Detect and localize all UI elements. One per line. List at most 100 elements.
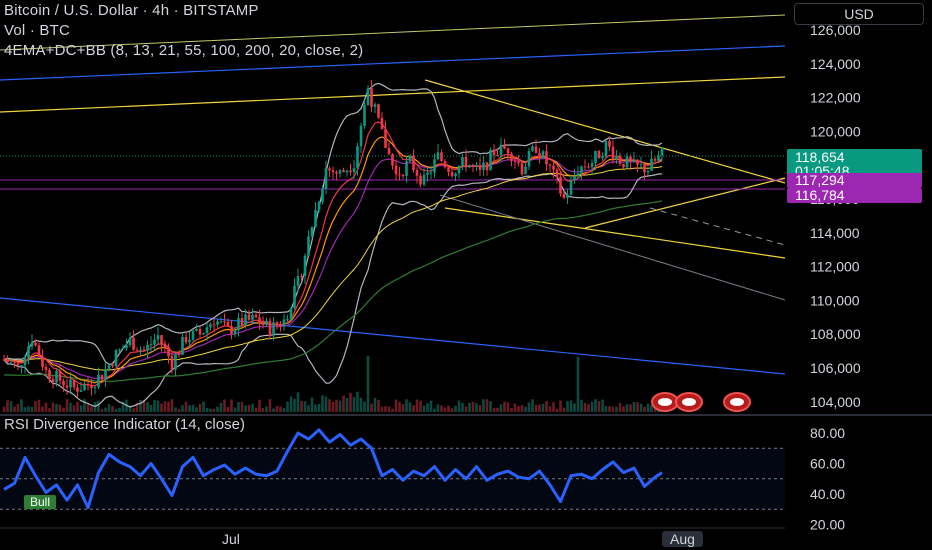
volume-bar: [422, 405, 426, 412]
candle-body: [282, 319, 286, 327]
price-tick-label: 108,000: [810, 326, 861, 342]
candle-body: [76, 387, 79, 392]
candle-body: [135, 349, 139, 351]
indicator-legend[interactable]: 4EMA+DC+BB (8, 13, 21, 55, 100, 200, 20,…: [4, 42, 364, 59]
candle-body: [660, 147, 664, 156]
price-tick-label: 112,000: [810, 259, 860, 275]
volume-bar: [342, 395, 345, 412]
volume-bar: [195, 407, 198, 412]
candle-body: [653, 158, 657, 161]
bull-divergence-label: Bull: [24, 495, 57, 509]
volume-bar: [6, 400, 9, 412]
candle-body: [419, 175, 422, 185]
volume-bar: [573, 403, 576, 412]
candle-body: [279, 325, 282, 327]
candle-body: [496, 155, 499, 157]
volume-bar: [611, 406, 615, 412]
candle-body: [48, 369, 51, 380]
volume-bar: [447, 405, 450, 412]
candle-body: [625, 156, 629, 168]
candle-body: [436, 152, 440, 160]
candle-body: [307, 236, 310, 256]
rsi-pane: [0, 428, 785, 510]
candle-body: [163, 343, 167, 348]
candle-body: [142, 349, 146, 351]
rsi-line: [3, 428, 663, 510]
candle-body: [62, 380, 65, 386]
volume-bar: [261, 408, 265, 412]
volume-bar: [443, 407, 447, 412]
volume-bar: [177, 408, 181, 412]
candle-body: [139, 349, 142, 351]
candle-body: [503, 144, 506, 149]
candle-body: [16, 363, 20, 366]
volume-bar: [160, 403, 163, 412]
candle-body: [286, 318, 289, 320]
price-tick-label: 124,000: [810, 56, 861, 72]
candle-body: [650, 158, 653, 171]
symbol-title[interactable]: Bitcoin / U.S. Dollar · 4h · BITSTAMP: [4, 2, 259, 19]
candle-body: [265, 320, 268, 325]
candle-body: [562, 193, 566, 198]
candle-body: [345, 170, 349, 173]
candle-body: [149, 344, 153, 346]
candle-body: [177, 354, 181, 356]
volume-bar: [251, 403, 254, 412]
currency-button[interactable]: USD: [794, 3, 924, 25]
candle-body: [566, 194, 569, 198]
candle-body: [569, 180, 573, 195]
volume-bar: [142, 400, 146, 412]
volume-bar: [461, 402, 464, 412]
candle-body: [118, 349, 121, 351]
candle-body: [27, 346, 30, 359]
volume-bar: [419, 400, 422, 412]
volume-bar: [62, 407, 65, 412]
candle-body: [258, 317, 261, 324]
volume-bar: [650, 404, 653, 412]
volume-bar: [128, 405, 132, 412]
volume-bar: [629, 404, 632, 412]
rsi-legend[interactable]: RSI Divergence Indicator (14, close): [4, 416, 245, 433]
price-axis[interactable]: 126,000124,000122,000120,000118,000116,0…: [810, 22, 861, 410]
volume-bar: [76, 401, 79, 412]
volume-bar: [184, 401, 188, 412]
candle-body: [636, 159, 639, 165]
candle-body: [643, 164, 646, 173]
volume-legend[interactable]: Vol · BTC: [4, 22, 70, 39]
yellow-trendline-top: [0, 14, 786, 51]
candle-body: [597, 151, 601, 159]
candle-body: [125, 345, 128, 349]
volume-bar: [625, 404, 629, 412]
volume-bar: [23, 407, 27, 412]
volume-bar: [436, 404, 440, 412]
candle-body: [604, 141, 608, 157]
candle-body: [338, 170, 342, 174]
candle-body: [331, 170, 335, 173]
volume-bar: [506, 402, 510, 412]
candle-body: [580, 166, 583, 174]
rsi-axis[interactable]: 80.00 60.00 40.00 20.00: [810, 425, 845, 533]
candle-body: [482, 162, 485, 170]
candle-body: [195, 329, 198, 331]
volume-bar: [209, 408, 212, 412]
candle-body: [191, 330, 195, 340]
volume-bar: [380, 406, 384, 412]
volume-bar: [107, 404, 111, 412]
candle-body: [86, 384, 90, 386]
candle-body: [398, 174, 401, 176]
candle-body: [639, 164, 643, 166]
candle-body: [184, 336, 188, 343]
candle-body: [412, 155, 415, 170]
wedge-top: [424, 79, 786, 184]
candle-body: [478, 165, 482, 170]
us-flag-icon[interactable]: [723, 392, 751, 412]
volume-bar: [580, 399, 583, 412]
volume-bar: [485, 399, 489, 412]
volume-bar: [324, 396, 328, 412]
trendline-drawings: [0, 14, 786, 375]
us-flag-icon[interactable]: [675, 392, 703, 412]
volume-bar: [646, 403, 650, 412]
candle-body: [335, 172, 338, 174]
ema-8: [3, 121, 663, 387]
